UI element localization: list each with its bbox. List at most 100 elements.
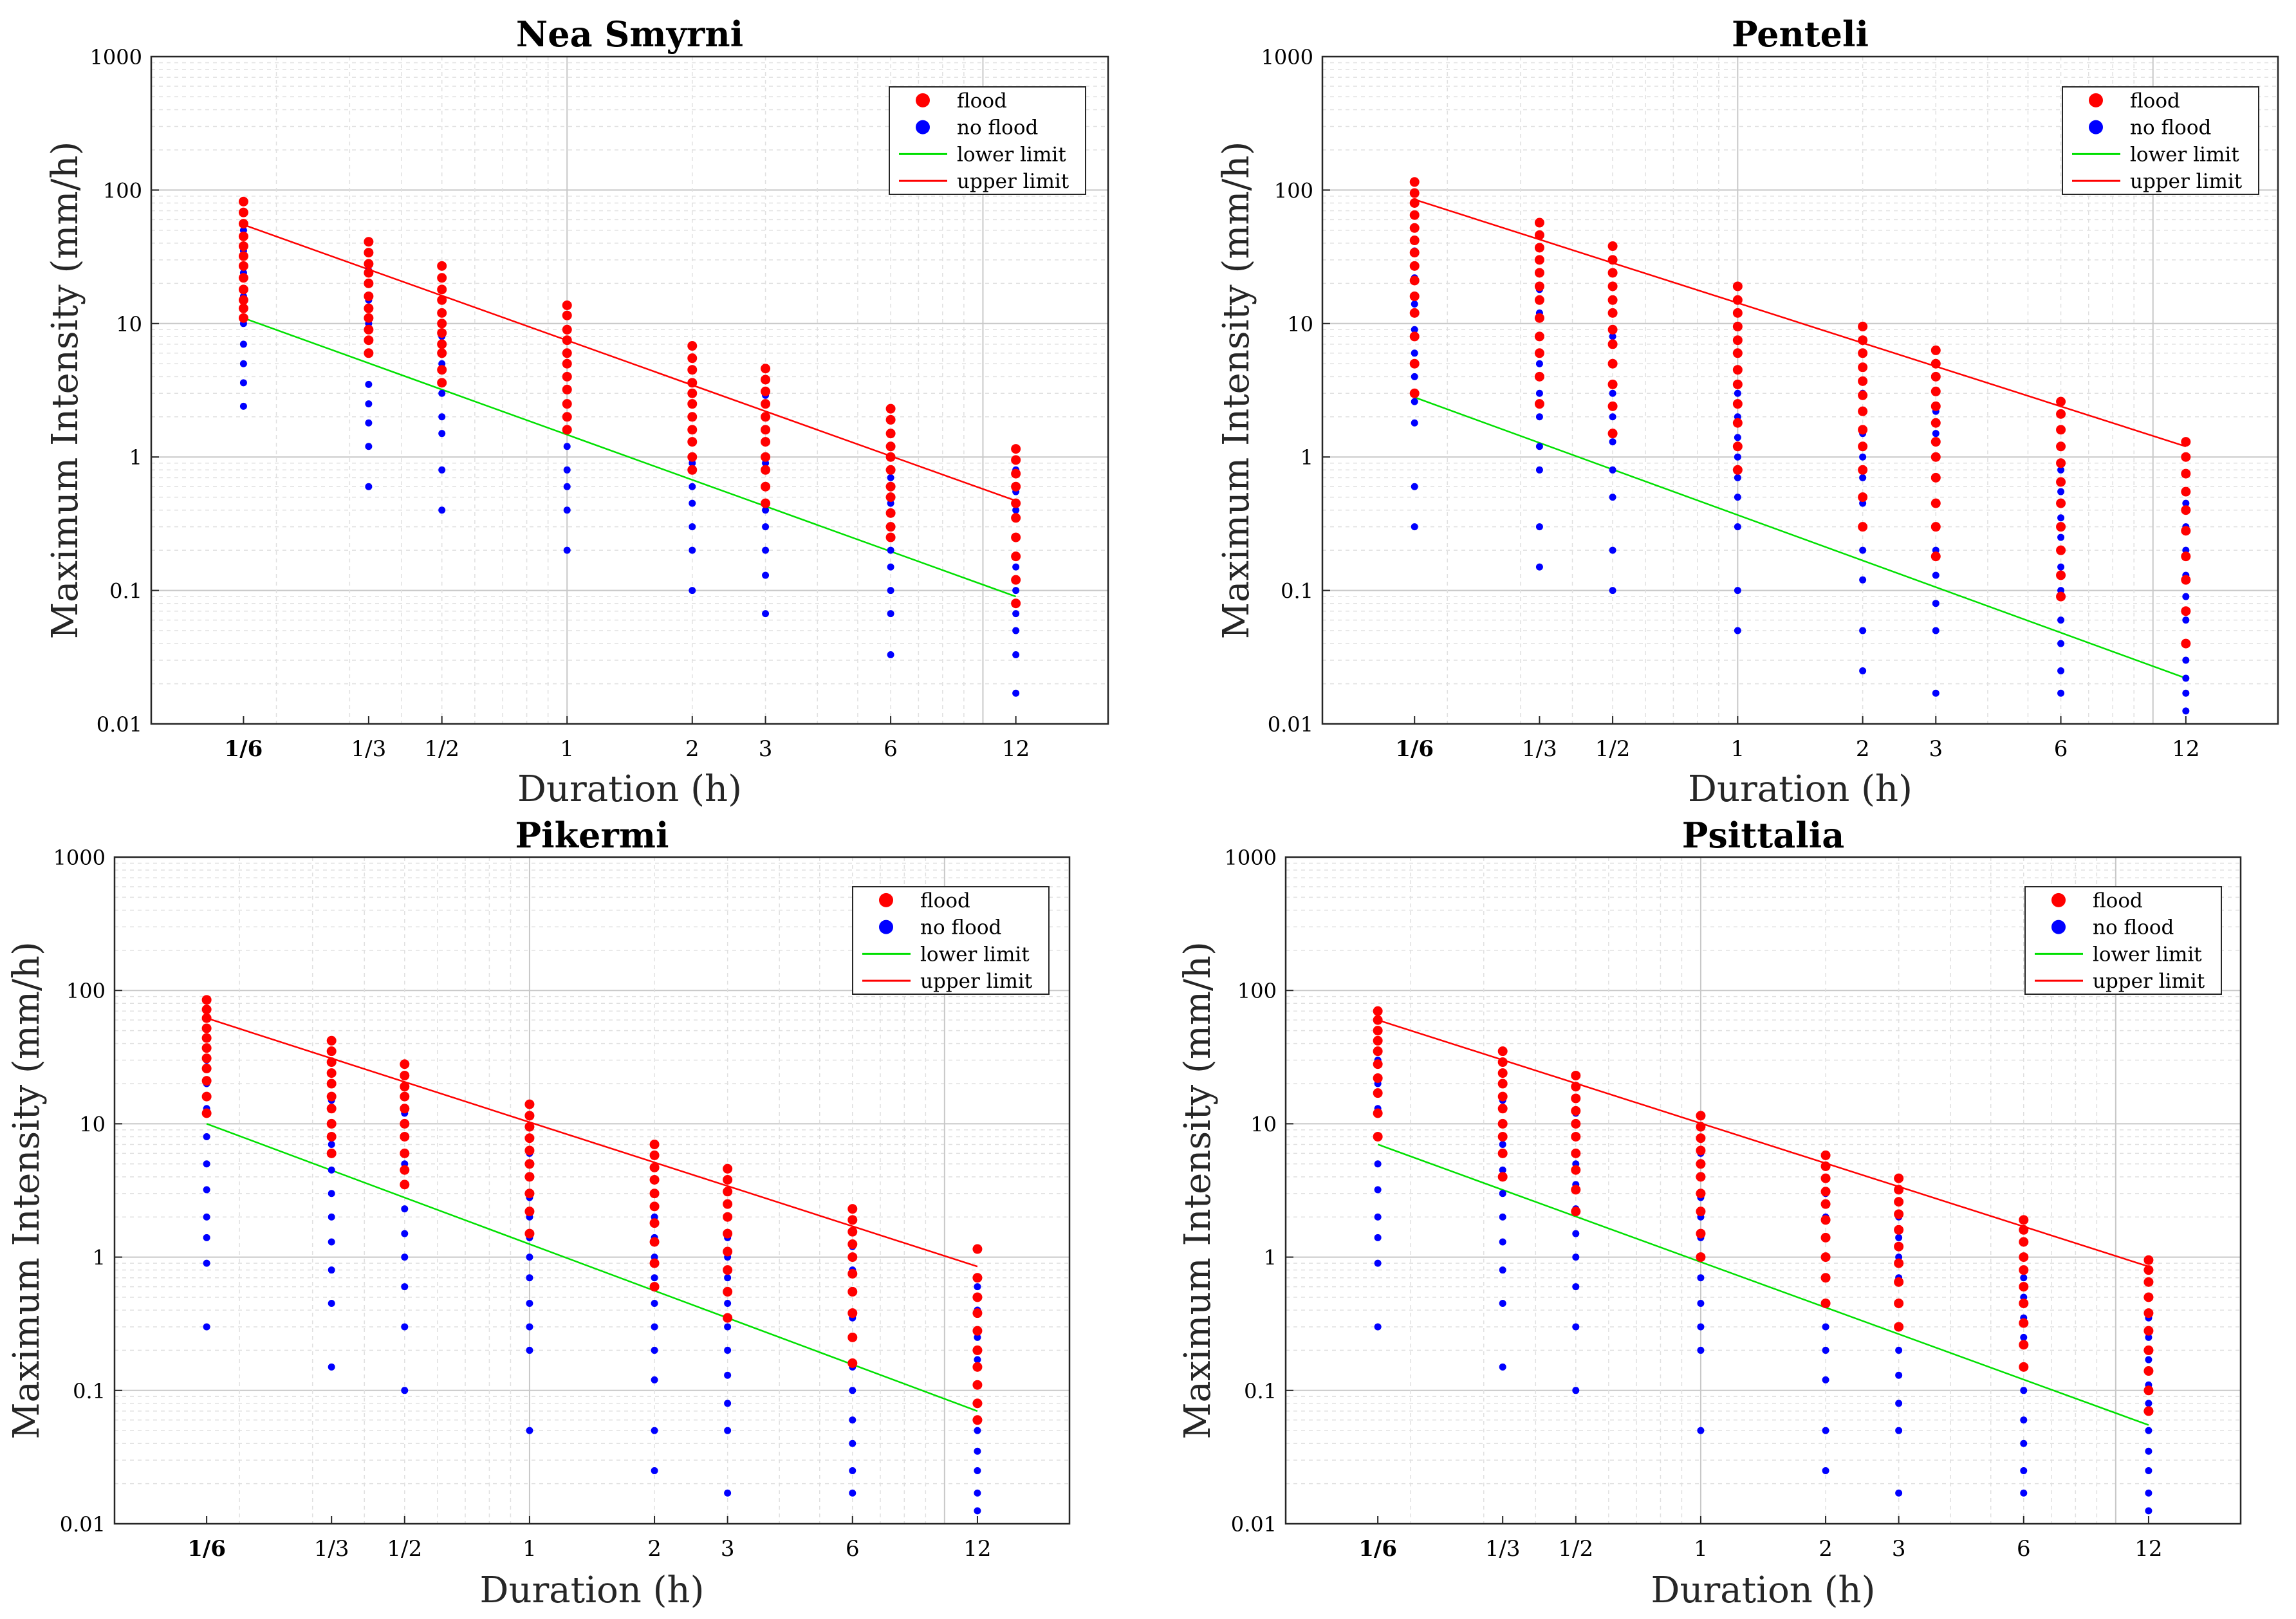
flood-point <box>2143 1265 2154 1275</box>
flood-point <box>2056 425 2066 435</box>
flood-point <box>2143 1385 2154 1396</box>
x-tick-label: 12 <box>963 1536 991 1562</box>
flood-point <box>201 1063 212 1073</box>
no-flood-point <box>563 546 571 554</box>
flood-point <box>761 364 771 374</box>
flood-point <box>562 371 572 382</box>
no-flood-point <box>438 430 446 438</box>
x-tick-label: 12 <box>2172 736 2199 762</box>
flood-point <box>1732 441 1743 452</box>
no-flood-point <box>724 1427 732 1434</box>
no-flood-point <box>401 1205 409 1213</box>
flood-point <box>238 241 248 252</box>
no-flood-point <box>1859 576 1867 584</box>
flood-point <box>1373 1108 1383 1118</box>
no-flood-point <box>1535 563 1543 571</box>
no-flood-point <box>1734 434 1741 441</box>
x-tick-label: 1/6 <box>1358 1536 1397 1562</box>
x-tick-label: 1/6 <box>225 736 263 762</box>
no-flood-point <box>1374 1160 1382 1168</box>
flood-point <box>1011 551 1021 562</box>
flood-point <box>326 1046 337 1057</box>
flood-point <box>1930 551 1941 562</box>
y-axis-label: Maximum Intensity (mm/h) <box>1216 142 1257 640</box>
flood-point <box>1820 1173 1831 1183</box>
no-flood-point <box>526 1346 533 1354</box>
flood-point <box>687 378 698 388</box>
no-flood-point <box>438 506 446 514</box>
flood-point <box>847 1332 858 1342</box>
no-flood-point <box>526 1254 533 1261</box>
flood-point <box>847 1252 858 1263</box>
no-flood-point <box>1535 360 1543 367</box>
no-flood-point <box>365 380 373 388</box>
flood-point <box>1607 268 1618 278</box>
flood-point <box>847 1358 858 1369</box>
no-flood-point <box>328 1363 335 1371</box>
flood-point <box>1409 358 1420 369</box>
no-flood-point <box>2057 488 2065 495</box>
no-flood-point <box>2020 1439 2028 1447</box>
x-tick-label: 1/2 <box>424 736 459 762</box>
no-flood-point <box>1535 523 1543 531</box>
no-flood-point <box>1697 1346 1705 1354</box>
flood-point <box>1894 1322 1904 1332</box>
flood-point <box>1732 281 1743 291</box>
flood-point <box>326 1078 337 1089</box>
flood-point <box>562 384 572 394</box>
flood-point <box>847 1239 858 1250</box>
flood-point <box>437 319 447 329</box>
no-flood-point <box>2020 1416 2028 1424</box>
flood-point <box>1894 1173 1904 1183</box>
flood-point <box>1571 1165 1581 1175</box>
grid <box>151 57 1109 725</box>
upper-limit-line <box>1414 198 2187 447</box>
flood-point <box>364 278 374 288</box>
no-flood-point <box>2057 533 2065 541</box>
no-flood-point <box>651 1427 658 1434</box>
x-tick-label: 1/3 <box>1522 736 1557 762</box>
flood-point <box>2143 1366 2154 1376</box>
flood-point <box>1607 429 1618 439</box>
flood-point <box>2056 498 2066 508</box>
flood-point <box>1858 348 1868 358</box>
no-flood-point <box>974 1333 981 1341</box>
flood-point <box>687 365 698 375</box>
no-flood-point <box>328 1190 335 1198</box>
no-flood-point <box>1697 1427 1705 1434</box>
no-flood-point <box>239 360 247 367</box>
legend-label-flood: flood <box>2130 89 2180 113</box>
flood-point <box>649 1174 660 1185</box>
flood-point <box>761 412 771 422</box>
flood-point <box>2181 638 2191 649</box>
x-tick-label: 2 <box>685 736 699 762</box>
no-flood-point <box>974 1489 981 1497</box>
flood-point <box>562 348 572 358</box>
no-flood-point <box>1932 689 1940 697</box>
flood-point <box>1894 1225 1904 1235</box>
flood-point <box>1732 335 1743 346</box>
no-flood-point <box>1609 587 1616 595</box>
no-flood-point <box>1609 494 1616 501</box>
flood-point <box>649 1189 660 1199</box>
flood-point <box>1607 358 1618 369</box>
no-flood-point <box>2057 514 2065 522</box>
flood-point <box>1571 1185 1581 1195</box>
flood-point <box>1534 331 1544 342</box>
flood-point <box>1607 255 1618 265</box>
flood-point <box>972 1398 983 1409</box>
no-flood-point <box>1012 651 1020 658</box>
flood-point <box>1732 418 1743 428</box>
flood-point <box>1497 1104 1508 1114</box>
flood-point <box>1011 532 1021 542</box>
flood-point <box>364 237 374 247</box>
no-flood-point <box>401 1323 409 1331</box>
flood-point <box>1534 268 1544 278</box>
no-flood-point <box>974 1356 981 1364</box>
flood-point <box>649 1258 660 1268</box>
flood-point <box>972 1415 983 1425</box>
flood-point <box>1409 248 1420 258</box>
flood-point <box>687 425 698 435</box>
flood-point <box>649 1282 660 1292</box>
flood-point <box>1373 1026 1383 1036</box>
